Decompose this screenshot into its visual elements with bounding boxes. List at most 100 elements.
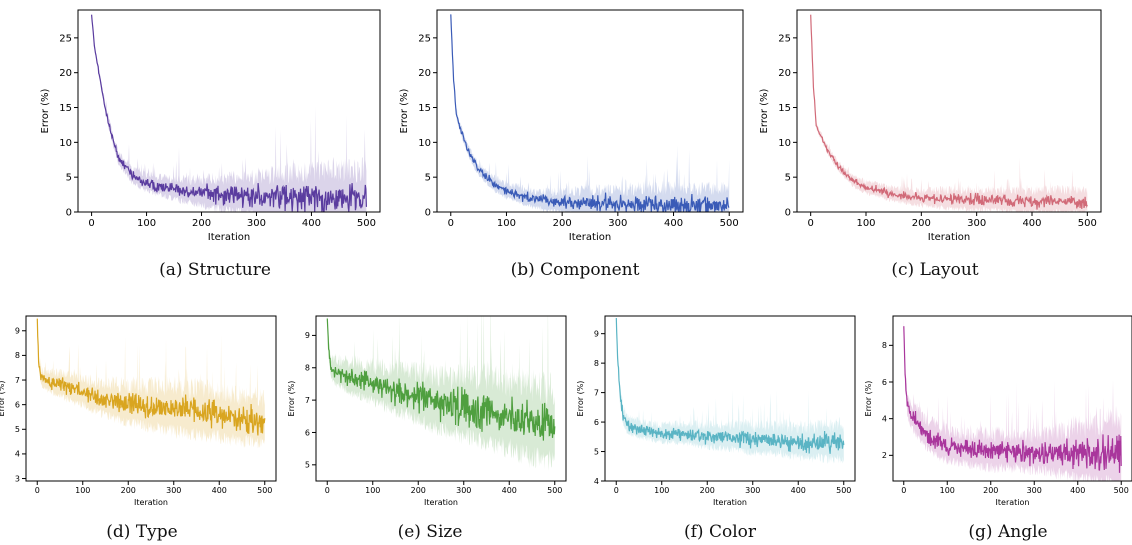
- y-tick-label: 0: [425, 208, 431, 219]
- y-tick-label: 8: [15, 351, 20, 360]
- plot-frame: [315, 315, 567, 482]
- x-tick-label: 400: [1022, 218, 1041, 229]
- subplot-1: 0 100 200 300 400 500 0 5 10 15 20 25 Iteration Error…: [399, 9, 744, 243]
- subfigure-caption: (g) Angle: [968, 522, 1048, 542]
- y-tick-label: 5: [594, 447, 599, 456]
- x-axis-label: Iteration: [996, 498, 1030, 507]
- y-tick-label: 7: [594, 388, 599, 397]
- series-band: [327, 316, 555, 471]
- x-tick-label: 100: [75, 486, 90, 495]
- series-band: [616, 316, 844, 464]
- y-tick-label: 6: [594, 418, 599, 427]
- x-tick-label: 200: [121, 486, 136, 495]
- y-tick-label: 7: [15, 376, 20, 385]
- x-tick-label: 300: [456, 486, 471, 495]
- x-tick-label: 400: [791, 486, 806, 495]
- y-tick-label: 5: [305, 461, 310, 470]
- y-tick-label: 5: [66, 173, 72, 184]
- series-line: [91, 14, 367, 212]
- x-tick-label: 400: [502, 486, 517, 495]
- x-tick-label: 300: [608, 218, 627, 229]
- x-tick-label: 100: [856, 218, 875, 229]
- y-tick-label: 4: [15, 450, 20, 459]
- y-axis-label: Error (%): [576, 381, 585, 417]
- subfigure-caption: (b) Component: [510, 260, 640, 280]
- x-tick-label: 400: [302, 218, 321, 229]
- x-tick-label: 500: [720, 218, 739, 229]
- x-tick-label: 200: [553, 218, 572, 229]
- y-tick-label: 20: [59, 68, 72, 79]
- y-tick-label: 25: [59, 33, 72, 44]
- x-tick-label: 100: [497, 218, 516, 229]
- y-axis-label: Error (%): [287, 381, 296, 417]
- x-tick-label: 500: [257, 486, 272, 495]
- subfigure-caption: (a) Structure: [159, 260, 271, 280]
- y-tick-label: 0: [785, 208, 791, 219]
- subplot-5: 0 100 200 300 400 500 4 5 6 7 8 9 Iteration Error (%): [576, 315, 856, 507]
- subplot-2: 0 100 200 300 400 500 0 5 10 15 20 25 Iteration Error…: [759, 9, 1102, 243]
- x-tick-label: 0: [35, 486, 40, 495]
- x-tick-label: 300: [247, 218, 266, 229]
- x-axis-label: Iteration: [208, 232, 250, 243]
- x-tick-label: 300: [745, 486, 760, 495]
- x-tick-label: 500: [1078, 218, 1097, 229]
- y-tick-label: 5: [425, 173, 431, 184]
- y-tick-label: 8: [882, 341, 887, 350]
- x-tick-label: 100: [654, 486, 669, 495]
- subfigure-caption: (d) Type: [106, 522, 178, 542]
- x-tick-label: 300: [967, 218, 986, 229]
- x-axis-label: Iteration: [424, 498, 458, 507]
- x-axis-label: Iteration: [713, 498, 747, 507]
- series-line: [615, 317, 845, 454]
- y-axis-label: Error (%): [40, 88, 51, 133]
- subplot-3: 0 100 200 300 400 500 3 4 5 6 7 8 9 Iteration Error (%…: [0, 315, 277, 507]
- y-tick-label: 4: [882, 414, 887, 423]
- y-tick-label: 8: [594, 359, 599, 368]
- x-tick-label: 200: [411, 486, 426, 495]
- x-tick-label: 200: [912, 218, 931, 229]
- y-tick-label: 6: [882, 378, 887, 387]
- x-tick-label: 400: [212, 486, 227, 495]
- plot-frame: [892, 315, 1132, 482]
- y-tick-label: 10: [418, 138, 431, 149]
- y-axis-label: Error (%): [0, 381, 6, 417]
- series-band: [810, 13, 1088, 212]
- x-tick-label: 0: [88, 218, 94, 229]
- y-axis-label: Error (%): [759, 88, 770, 133]
- y-tick-label: 9: [15, 327, 20, 336]
- y-tick-label: 2: [882, 451, 887, 460]
- subplot-0: 0 100 200 300 400 500 0 5 10 15 20 25 Iteration Error…: [40, 9, 381, 243]
- x-tick-label: 300: [166, 486, 181, 495]
- series-line: [36, 318, 266, 436]
- plot-frame: [77, 9, 381, 213]
- x-tick-label: 100: [940, 486, 955, 495]
- y-tick-label: 7: [305, 396, 310, 405]
- y-tick-label: 15: [418, 103, 431, 114]
- y-tick-label: 4: [594, 477, 599, 486]
- subfigure-caption: (f) Color: [683, 522, 757, 542]
- x-axis-label: Iteration: [569, 232, 611, 243]
- y-tick-label: 20: [418, 68, 431, 79]
- subfigure-caption: (c) Layout: [891, 260, 979, 280]
- x-tick-label: 0: [614, 486, 619, 495]
- y-tick-label: 15: [59, 103, 72, 114]
- x-tick-label: 500: [357, 218, 376, 229]
- subplot-6: 0 100 200 300 400 500 2 4 6 8 Iteration Error (%): [864, 315, 1132, 507]
- y-tick-label: 5: [785, 173, 791, 184]
- y-tick-label: 10: [59, 138, 72, 149]
- series-band: [450, 13, 730, 212]
- x-tick-label: 200: [700, 486, 715, 495]
- y-tick-label: 6: [15, 400, 20, 409]
- series-line: [810, 14, 1088, 210]
- y-tick-label: 3: [15, 474, 20, 483]
- x-tick-label: 400: [664, 218, 683, 229]
- y-tick-label: 15: [778, 103, 791, 114]
- y-tick-label: 25: [418, 33, 431, 44]
- x-tick-label: 0: [325, 486, 330, 495]
- y-tick-label: 6: [305, 428, 310, 437]
- y-axis-label: Error (%): [399, 88, 410, 133]
- x-axis-label: Iteration: [134, 498, 168, 507]
- y-tick-label: 8: [305, 364, 310, 373]
- x-tick-label: 0: [901, 486, 906, 495]
